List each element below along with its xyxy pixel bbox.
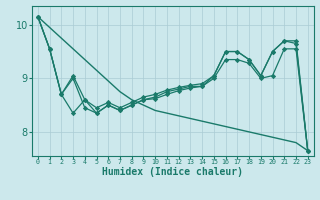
X-axis label: Humidex (Indice chaleur): Humidex (Indice chaleur)	[102, 167, 243, 177]
